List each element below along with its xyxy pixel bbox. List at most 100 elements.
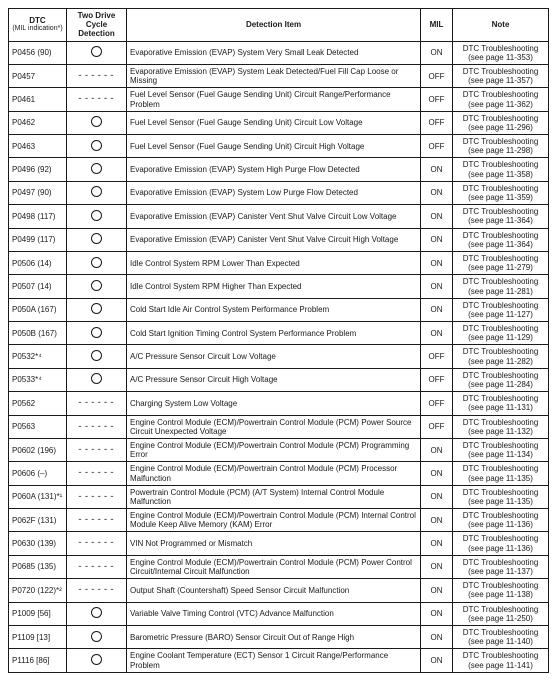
- dtc-code: P0630 (139): [9, 532, 67, 555]
- detection-item: Idle Control System RPM Higher Than Expe…: [127, 275, 421, 298]
- note-title: DTC Troubleshooting: [456, 277, 545, 286]
- table-row: P060A (131)*¹------Powertrain Control Mo…: [9, 485, 549, 508]
- note-title: DTC Troubleshooting: [456, 231, 545, 240]
- two-drive-cell: [67, 228, 127, 251]
- detection-item: Cold Start Ignition Timing Control Syste…: [127, 322, 421, 345]
- note-title: DTC Troubleshooting: [456, 418, 545, 427]
- two-drive-cell: [67, 181, 127, 204]
- mil-status: OFF: [421, 88, 453, 111]
- note-title: DTC Troubleshooting: [456, 441, 545, 450]
- note-cell: DTC Troubleshooting(see page 11-284): [453, 368, 549, 391]
- table-row: P050A (167)Cold Start Idle Air Control S…: [9, 298, 549, 321]
- note-title: DTC Troubleshooting: [456, 464, 545, 473]
- detection-item: Barometric Pressure (BARO) Sensor Circui…: [127, 625, 421, 648]
- dtc-code: P0499 (117): [9, 228, 67, 251]
- note-cell: DTC Troubleshooting(see page 11-357): [453, 64, 549, 87]
- table-row: P0498 (117)Evaporative Emission (EVAP) C…: [9, 205, 549, 228]
- detection-item: Engine Control Module (ECM)/Powertrain C…: [127, 415, 421, 438]
- circle-icon: [91, 373, 102, 384]
- dtc-code: P0562: [9, 392, 67, 415]
- note-title: DTC Troubleshooting: [456, 371, 545, 380]
- dash-icon: ------: [77, 538, 115, 548]
- note-title: DTC Troubleshooting: [456, 347, 545, 356]
- mil-status: OFF: [421, 415, 453, 438]
- note-cell: DTC Troubleshooting(see page 11-282): [453, 345, 549, 368]
- note-title: DTC Troubleshooting: [456, 254, 545, 263]
- note-page: (see page 11-282): [456, 357, 545, 366]
- note-title: DTC Troubleshooting: [456, 90, 545, 99]
- detection-item: VIN Not Programmed or Mismatch: [127, 532, 421, 555]
- header-dtc: DTC (MIL indication*): [9, 9, 67, 42]
- table-row: P0602 (196)------Engine Control Module (…: [9, 438, 549, 461]
- table-row: P0499 (117)Evaporative Emission (EVAP) C…: [9, 228, 549, 251]
- mil-status: ON: [421, 579, 453, 602]
- note-page: (see page 11-364): [456, 240, 545, 249]
- mil-status: ON: [421, 625, 453, 648]
- note-page: (see page 11-137): [456, 567, 545, 576]
- two-drive-cell: ------: [67, 64, 127, 87]
- table-row: P0562------Charging System Low VoltageOF…: [9, 392, 549, 415]
- note-cell: DTC Troubleshooting(see page 11-138): [453, 579, 549, 602]
- note-page: (see page 11-359): [456, 193, 545, 202]
- dtc-table: DTC (MIL indication*) Two Drive Cycle De…: [8, 8, 549, 673]
- dtc-code: P0461: [9, 88, 67, 111]
- dtc-code: P0506 (14): [9, 251, 67, 274]
- two-drive-cell: [67, 368, 127, 391]
- note-page: (see page 11-357): [456, 76, 545, 85]
- mil-status: OFF: [421, 392, 453, 415]
- table-row: P0497 (90) Evaporative Emission (EVAP) Sy…: [9, 181, 549, 204]
- table-row: P0506 (14)Idle Control System RPM Lower …: [9, 251, 549, 274]
- mil-status: ON: [421, 298, 453, 321]
- note-page: (see page 11-358): [456, 170, 545, 179]
- mil-status: ON: [421, 602, 453, 625]
- mil-status: ON: [421, 251, 453, 274]
- note-title: DTC Troubleshooting: [456, 558, 545, 567]
- note-title: DTC Troubleshooting: [456, 137, 545, 146]
- circle-icon: [91, 257, 102, 268]
- dash-icon: ------: [77, 71, 115, 81]
- dtc-code: P1116 [86]: [9, 649, 67, 672]
- dtc-code: P062F (131): [9, 509, 67, 532]
- note-page: (see page 11-279): [456, 263, 545, 272]
- note-title: DTC Troubleshooting: [456, 628, 545, 637]
- note-cell: DTC Troubleshooting(see page 11-136): [453, 532, 549, 555]
- dtc-code: P050B (167): [9, 322, 67, 345]
- note-page: (see page 11-250): [456, 614, 545, 623]
- detection-item: Fuel Level Sensor (Fuel Gauge Sending Un…: [127, 88, 421, 111]
- detection-item: Engine Coolant Temperature (ECT) Sensor …: [127, 649, 421, 672]
- header-two-drive: Two Drive Cycle Detection: [67, 9, 127, 42]
- circle-icon: [91, 46, 102, 57]
- note-page: (see page 11-298): [456, 146, 545, 155]
- detection-item: Evaporative Emission (EVAP) System Very …: [127, 41, 421, 64]
- note-page: (see page 11-281): [456, 287, 545, 296]
- detection-item: Evaporative Emission (EVAP) System Low P…: [127, 181, 421, 204]
- dash-icon: ------: [77, 492, 115, 502]
- note-page: (see page 11-135): [456, 497, 545, 506]
- two-drive-cell: [67, 205, 127, 228]
- detection-item: Evaporative Emission (EVAP) System Leak …: [127, 64, 421, 87]
- note-cell: DTC Troubleshooting(see page 11-364): [453, 205, 549, 228]
- note-page: (see page 11-353): [456, 53, 545, 62]
- detection-item: A/C Pressure Sensor Circuit Low Voltage: [127, 345, 421, 368]
- dtc-code: P0457: [9, 64, 67, 87]
- dtc-code: P0497 (90): [9, 181, 67, 204]
- detection-item: Engine Control Module (ECM)/Powertrain C…: [127, 438, 421, 461]
- table-row: P0456 (90)Evaporative Emission (EVAP) Sy…: [9, 41, 549, 64]
- table-row: P0606 (–)------Engine Control Module (EC…: [9, 462, 549, 485]
- dtc-code: P0496 (92): [9, 158, 67, 181]
- note-cell: DTC Troubleshooting(see page 11-298): [453, 135, 549, 158]
- note-page: (see page 11-362): [456, 100, 545, 109]
- two-drive-cell: [67, 158, 127, 181]
- note-cell: DTC Troubleshooting(see page 11-135): [453, 462, 549, 485]
- note-title: DTC Troubleshooting: [456, 67, 545, 76]
- mil-status: ON: [421, 275, 453, 298]
- detection-item: A/C Pressure Sensor Circuit High Voltage: [127, 368, 421, 391]
- dtc-code: P0606 (–): [9, 462, 67, 485]
- note-page: (see page 11-127): [456, 310, 545, 319]
- two-drive-cell: [67, 602, 127, 625]
- note-cell: DTC Troubleshooting(see page 11-362): [453, 88, 549, 111]
- note-page: (see page 11-131): [456, 403, 545, 412]
- note-cell: DTC Troubleshooting(see page 11-137): [453, 555, 549, 578]
- header-dtc-line1: DTC: [29, 16, 45, 25]
- note-page: (see page 11-284): [456, 380, 545, 389]
